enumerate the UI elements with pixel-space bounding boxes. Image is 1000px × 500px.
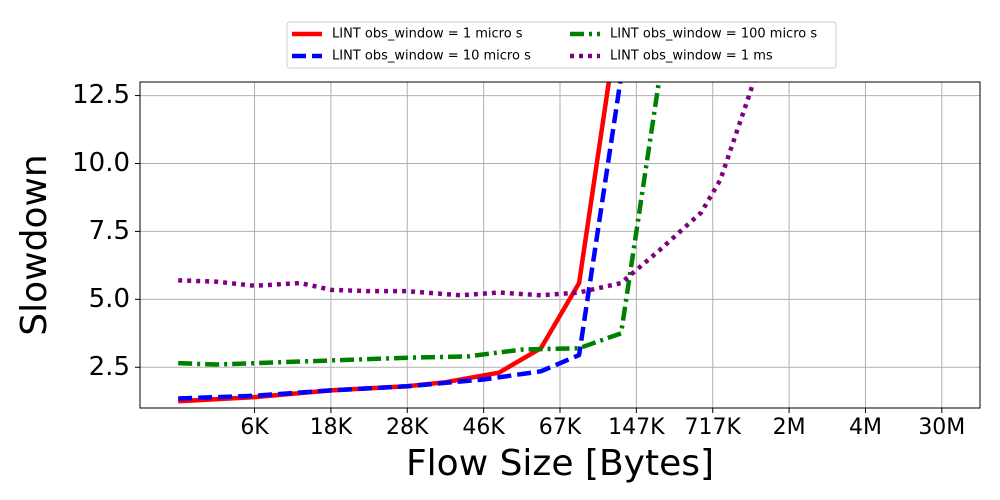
- plot-area: [178, 82, 756, 404]
- legend: LINT obs_window = 1 micro s LINT obs_wind…: [292, 27, 817, 64]
- x-tick-label: 30M: [918, 415, 965, 440]
- x-tick-label: 717K: [685, 415, 742, 440]
- legend-label: LINT obs_window = 10 micro s: [332, 49, 531, 64]
- x-tick-label: 18K: [310, 415, 353, 440]
- y-axis-label: Slowdown: [14, 154, 55, 335]
- legend-label: LINT obs_window = 1 micro s: [332, 27, 523, 42]
- grid: [140, 82, 980, 408]
- legend-label: LINT obs_window = 1 ms: [610, 49, 773, 64]
- x-tick-label: 6K: [240, 415, 269, 440]
- legend-label: LINT obs_window = 100 micro s: [610, 27, 817, 42]
- y-tick-label: 10.0: [72, 148, 130, 178]
- y-tick-label: 5.0: [89, 284, 130, 314]
- x-tick-label: 147K: [608, 415, 665, 440]
- x-tick-label: 28K: [386, 415, 429, 440]
- y-tick-label: 2.5: [89, 352, 130, 382]
- y-tick-label: 7.5: [89, 216, 130, 246]
- ticks: 2.5 5.0 7.5 10.0 12.5 6K 18K 28K 46K 67K 147K 717K 2…: [72, 80, 965, 440]
- x-tick-label: 46K: [462, 415, 505, 440]
- x-tick-label: 2M: [773, 415, 806, 440]
- series-line: [178, 82, 756, 298]
- x-tick-label: 67K: [539, 415, 582, 440]
- x-tick-label: 4M: [849, 415, 882, 440]
- series-line: [178, 82, 623, 401]
- series-line: [178, 82, 662, 367]
- y-tick-label: 12.5: [72, 80, 130, 110]
- series-line: [178, 82, 612, 404]
- x-axis-label: Flow Size [Bytes]: [406, 443, 714, 484]
- legend-box: [286, 21, 837, 69]
